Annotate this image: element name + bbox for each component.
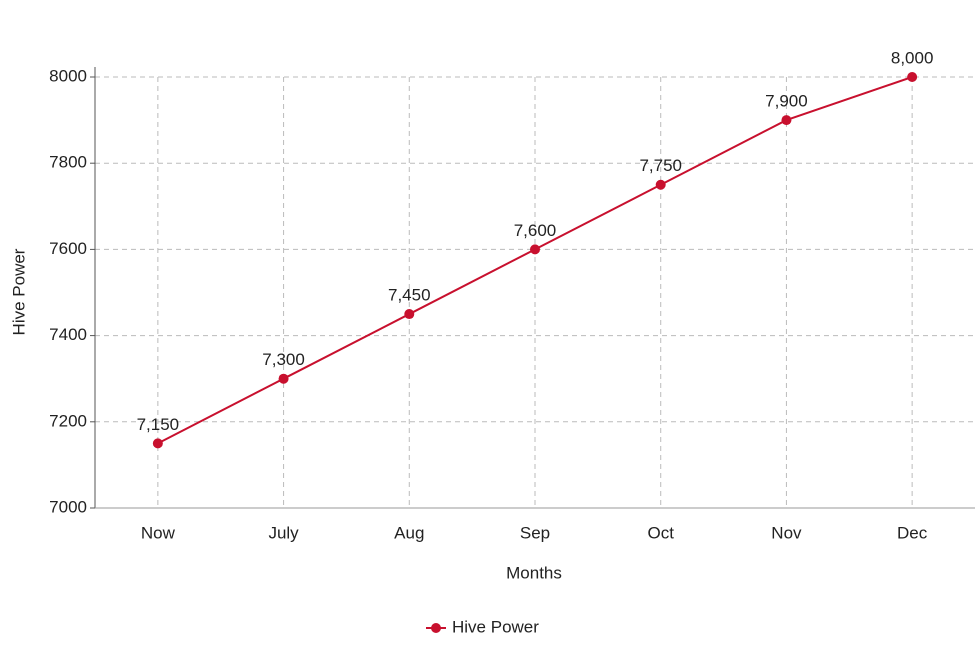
data-label: 7,600 — [514, 221, 557, 240]
y-tick-label: 7800 — [49, 153, 87, 172]
data-label: 7,450 — [388, 286, 431, 305]
data-label: 7,750 — [639, 156, 682, 175]
data-label: 7,900 — [765, 92, 808, 111]
point — [907, 72, 918, 82]
y-tick-label: 7400 — [49, 325, 87, 344]
point — [152, 438, 163, 449]
legend-marker — [431, 623, 441, 633]
y-tick-label: 7000 — [49, 497, 87, 516]
point — [655, 179, 666, 190]
x-axis-label: Months — [506, 563, 562, 582]
point — [278, 373, 289, 384]
y-tick-label: 8000 — [49, 66, 87, 85]
x-tick-label: Oct — [647, 523, 674, 542]
x-tick-label: Dec — [897, 523, 928, 542]
data-label: 7,150 — [137, 415, 180, 434]
x-tick-label: Now — [141, 523, 176, 542]
point — [530, 244, 540, 255]
point — [404, 309, 415, 320]
y-tick-label: 7200 — [49, 411, 87, 430]
y-axis-label: Hive Power — [9, 248, 28, 335]
x-tick-label: Sep — [520, 523, 550, 542]
x-tick-label: Nov — [771, 523, 802, 542]
point — [781, 115, 792, 126]
x-tick-label: Aug — [394, 523, 424, 542]
data-label: 7,300 — [262, 350, 305, 369]
x-tick-label: July — [268, 523, 299, 542]
legend-label: Hive Power — [452, 617, 539, 636]
y-tick-label: 7600 — [49, 239, 87, 258]
data-label: 8,000 — [891, 48, 934, 67]
